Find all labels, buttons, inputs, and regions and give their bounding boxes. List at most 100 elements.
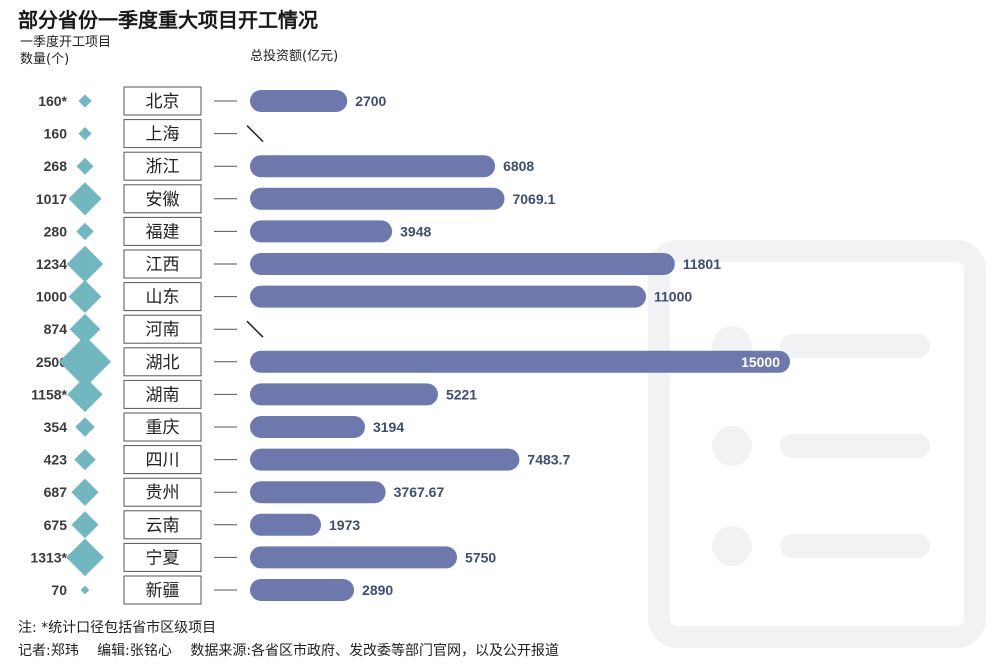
bar-value-label: 2700: [355, 93, 386, 109]
province-label-box: [123, 347, 202, 377]
province-label: 福建: [146, 222, 180, 242]
province-label-box: [123, 575, 202, 605]
province-label: 湖北: [146, 353, 180, 373]
bar-value-label: 3194: [373, 419, 404, 435]
province-label: 重庆: [146, 418, 180, 438]
investment-bar: [250, 546, 457, 569]
province-label-box: [123, 151, 202, 181]
count-diamond: [78, 127, 92, 141]
count-label: 1017: [36, 191, 67, 207]
count-label: 70: [51, 582, 67, 598]
count-label: 1000: [36, 289, 67, 305]
province-label-box: [123, 216, 202, 246]
count-label: 423: [44, 452, 68, 468]
data-source: 数据来源:各省区市政府、发改委等部门官网，以及公开报道: [190, 643, 560, 659]
count-diamond: [68, 280, 102, 314]
count-diamond: [76, 222, 94, 241]
bar-value-label: 5221: [446, 386, 477, 402]
bar-value-label: 7069.1: [512, 191, 555, 207]
count-label: 280: [44, 223, 68, 239]
province-label: 新疆: [146, 581, 180, 601]
province-label-box: [123, 249, 202, 279]
province-label: 贵州: [146, 483, 180, 503]
count-diamond: [71, 478, 99, 506]
count-label: 687: [44, 484, 68, 500]
investment-bar: [250, 481, 386, 504]
bar-value-label: 2890: [362, 582, 393, 598]
bar-value-label: 11000: [654, 289, 692, 305]
province-label-box: [123, 314, 202, 344]
bar-value-label: 1973: [329, 517, 360, 533]
count-header-line-2: 数量(个): [20, 52, 70, 67]
bar-value-label: 3948: [400, 223, 431, 239]
count-header-line-1: 一季度开工项目: [20, 35, 112, 50]
credits: 记者:郑玮 编辑:张铭心 数据来源:各省区市政府、发改委等部门官网，以及公开报道: [18, 640, 573, 660]
count-label: 675: [44, 517, 68, 533]
province-label-box: [123, 86, 202, 116]
count-diamond: [74, 448, 96, 471]
investment-bar: [250, 579, 355, 601]
investment-bar: [250, 285, 646, 308]
chart-title: 部分省份一季度重大项目开工情况: [18, 8, 318, 32]
province-label-box: [123, 119, 202, 149]
count-label: 354: [44, 419, 68, 435]
province-label: 江西: [146, 255, 180, 275]
investment-bar: [250, 448, 520, 471]
no-data-slash: [246, 320, 264, 338]
investment-column-header: 总投资额(亿元): [250, 49, 339, 64]
investment-bar: [250, 155, 496, 178]
watermark-line: [780, 534, 930, 558]
footnote: 注: *统计口径包括省市区级项目: [18, 620, 217, 636]
province-label: 上海: [146, 125, 180, 145]
count-diamond: [59, 335, 111, 388]
count-label: 874: [44, 321, 68, 337]
bar-value-label: 6808: [503, 158, 534, 174]
province-label: 四川: [146, 451, 180, 471]
province-label: 安徽: [146, 190, 180, 210]
investment-bar: [250, 416, 365, 438]
count-diamond: [66, 538, 104, 577]
province-label: 北京: [146, 92, 180, 112]
count-label: 160: [44, 126, 68, 142]
province-label-box: [123, 542, 202, 572]
count-label: 268: [44, 158, 68, 174]
no-data-slash: [246, 125, 264, 143]
province-label: 河南: [146, 320, 180, 340]
reporter-credit: 记者:郑玮: [18, 643, 79, 659]
count-diamond: [66, 245, 104, 283]
investment-bar: [250, 187, 505, 210]
province-label-box: [123, 412, 202, 442]
investment-bar: [250, 90, 348, 112]
province-label-box: [123, 184, 202, 214]
province-label: 浙江: [146, 157, 180, 177]
province-label-box: [123, 477, 202, 507]
province-label-box: [123, 510, 202, 540]
count-label: 160*: [38, 93, 67, 109]
count-diamond: [68, 182, 102, 216]
bar-value-label: 5750: [465, 549, 496, 565]
count-diamond: [67, 376, 103, 413]
bar-value-label: 7483.7: [527, 452, 570, 468]
investment-bar: [250, 383, 438, 406]
count-diamond: [78, 94, 92, 108]
count-diamond: [76, 157, 94, 175]
count-label: 1234: [36, 256, 67, 272]
province-label: 湖南: [146, 385, 180, 405]
count-diamond: [75, 417, 95, 437]
count-diamond: [71, 511, 99, 539]
count-diamond: [80, 585, 90, 595]
watermark-dot: [712, 526, 752, 566]
watermark-line: [780, 434, 930, 458]
count-label: 2506: [36, 354, 67, 370]
watermark-line: [780, 334, 930, 358]
province-label: 山东: [146, 288, 180, 308]
bar-value-label: 3767.67: [394, 484, 445, 500]
province-label-box: [123, 282, 202, 312]
investment-bar: [250, 253, 675, 275]
investment-bar: [250, 350, 790, 373]
count-diamond: [69, 313, 101, 345]
count-column-header: 一季度开工项目 数量(个): [20, 34, 111, 68]
bar-value-label: 15000: [741, 354, 780, 370]
count-label: 1158*: [31, 386, 67, 402]
